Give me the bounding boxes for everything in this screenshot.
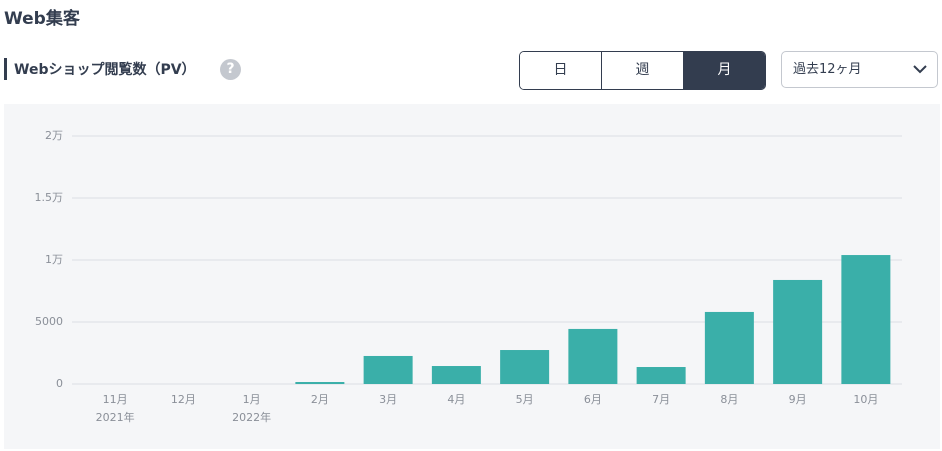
x-tick-label: 3月 bbox=[379, 393, 397, 406]
bar bbox=[636, 367, 686, 384]
help-icon[interactable]: ? bbox=[220, 59, 241, 80]
period-button[interactable]: 週 bbox=[601, 52, 683, 89]
x-tick-label: 9月 bbox=[789, 393, 807, 406]
x-tick-label: 1月 bbox=[243, 393, 261, 406]
x-sublabel: 2022年 bbox=[232, 410, 271, 424]
x-tick-label: 7月 bbox=[652, 393, 670, 406]
bar bbox=[568, 328, 618, 384]
x-tick-label: 6月 bbox=[584, 393, 602, 406]
page-title: Web集客 bbox=[4, 9, 80, 29]
y-tick-label: 2万 bbox=[45, 129, 63, 142]
chart-panel bbox=[4, 104, 940, 449]
x-sublabel: 2021年 bbox=[96, 410, 135, 424]
bar bbox=[704, 311, 754, 384]
section-title: Webショップ閲覧数（PV） bbox=[14, 62, 196, 78]
y-tick-label: 1万 bbox=[45, 253, 63, 266]
y-tick-label: 0 bbox=[56, 377, 63, 390]
x-tick-label: 11月 bbox=[103, 393, 128, 406]
range-select[interactable]: 過去12ヶ月 bbox=[781, 51, 938, 88]
bar bbox=[431, 366, 481, 384]
y-tick-label: 5000 bbox=[35, 315, 63, 328]
x-tick-label: 12月 bbox=[171, 393, 196, 406]
bar bbox=[295, 382, 345, 384]
bar bbox=[500, 350, 550, 384]
bar bbox=[363, 355, 413, 384]
period-button[interactable]: 日 bbox=[520, 52, 601, 89]
period-button[interactable]: 月 bbox=[683, 52, 765, 89]
x-tick-label: 10月 bbox=[853, 393, 878, 406]
x-tick-label: 2月 bbox=[311, 393, 329, 406]
range-select-label: 過去12ヶ月 bbox=[793, 62, 862, 77]
chevron bbox=[913, 65, 927, 74]
bar bbox=[841, 255, 891, 384]
y-tick-label: 1.5万 bbox=[35, 191, 64, 204]
section-marker bbox=[4, 58, 7, 80]
x-tick-label: 5月 bbox=[516, 393, 534, 406]
period-toggle: 日週月 bbox=[519, 51, 766, 90]
x-tick-label: 4月 bbox=[447, 393, 465, 406]
bar bbox=[773, 279, 823, 384]
x-tick-label: 8月 bbox=[720, 393, 738, 406]
